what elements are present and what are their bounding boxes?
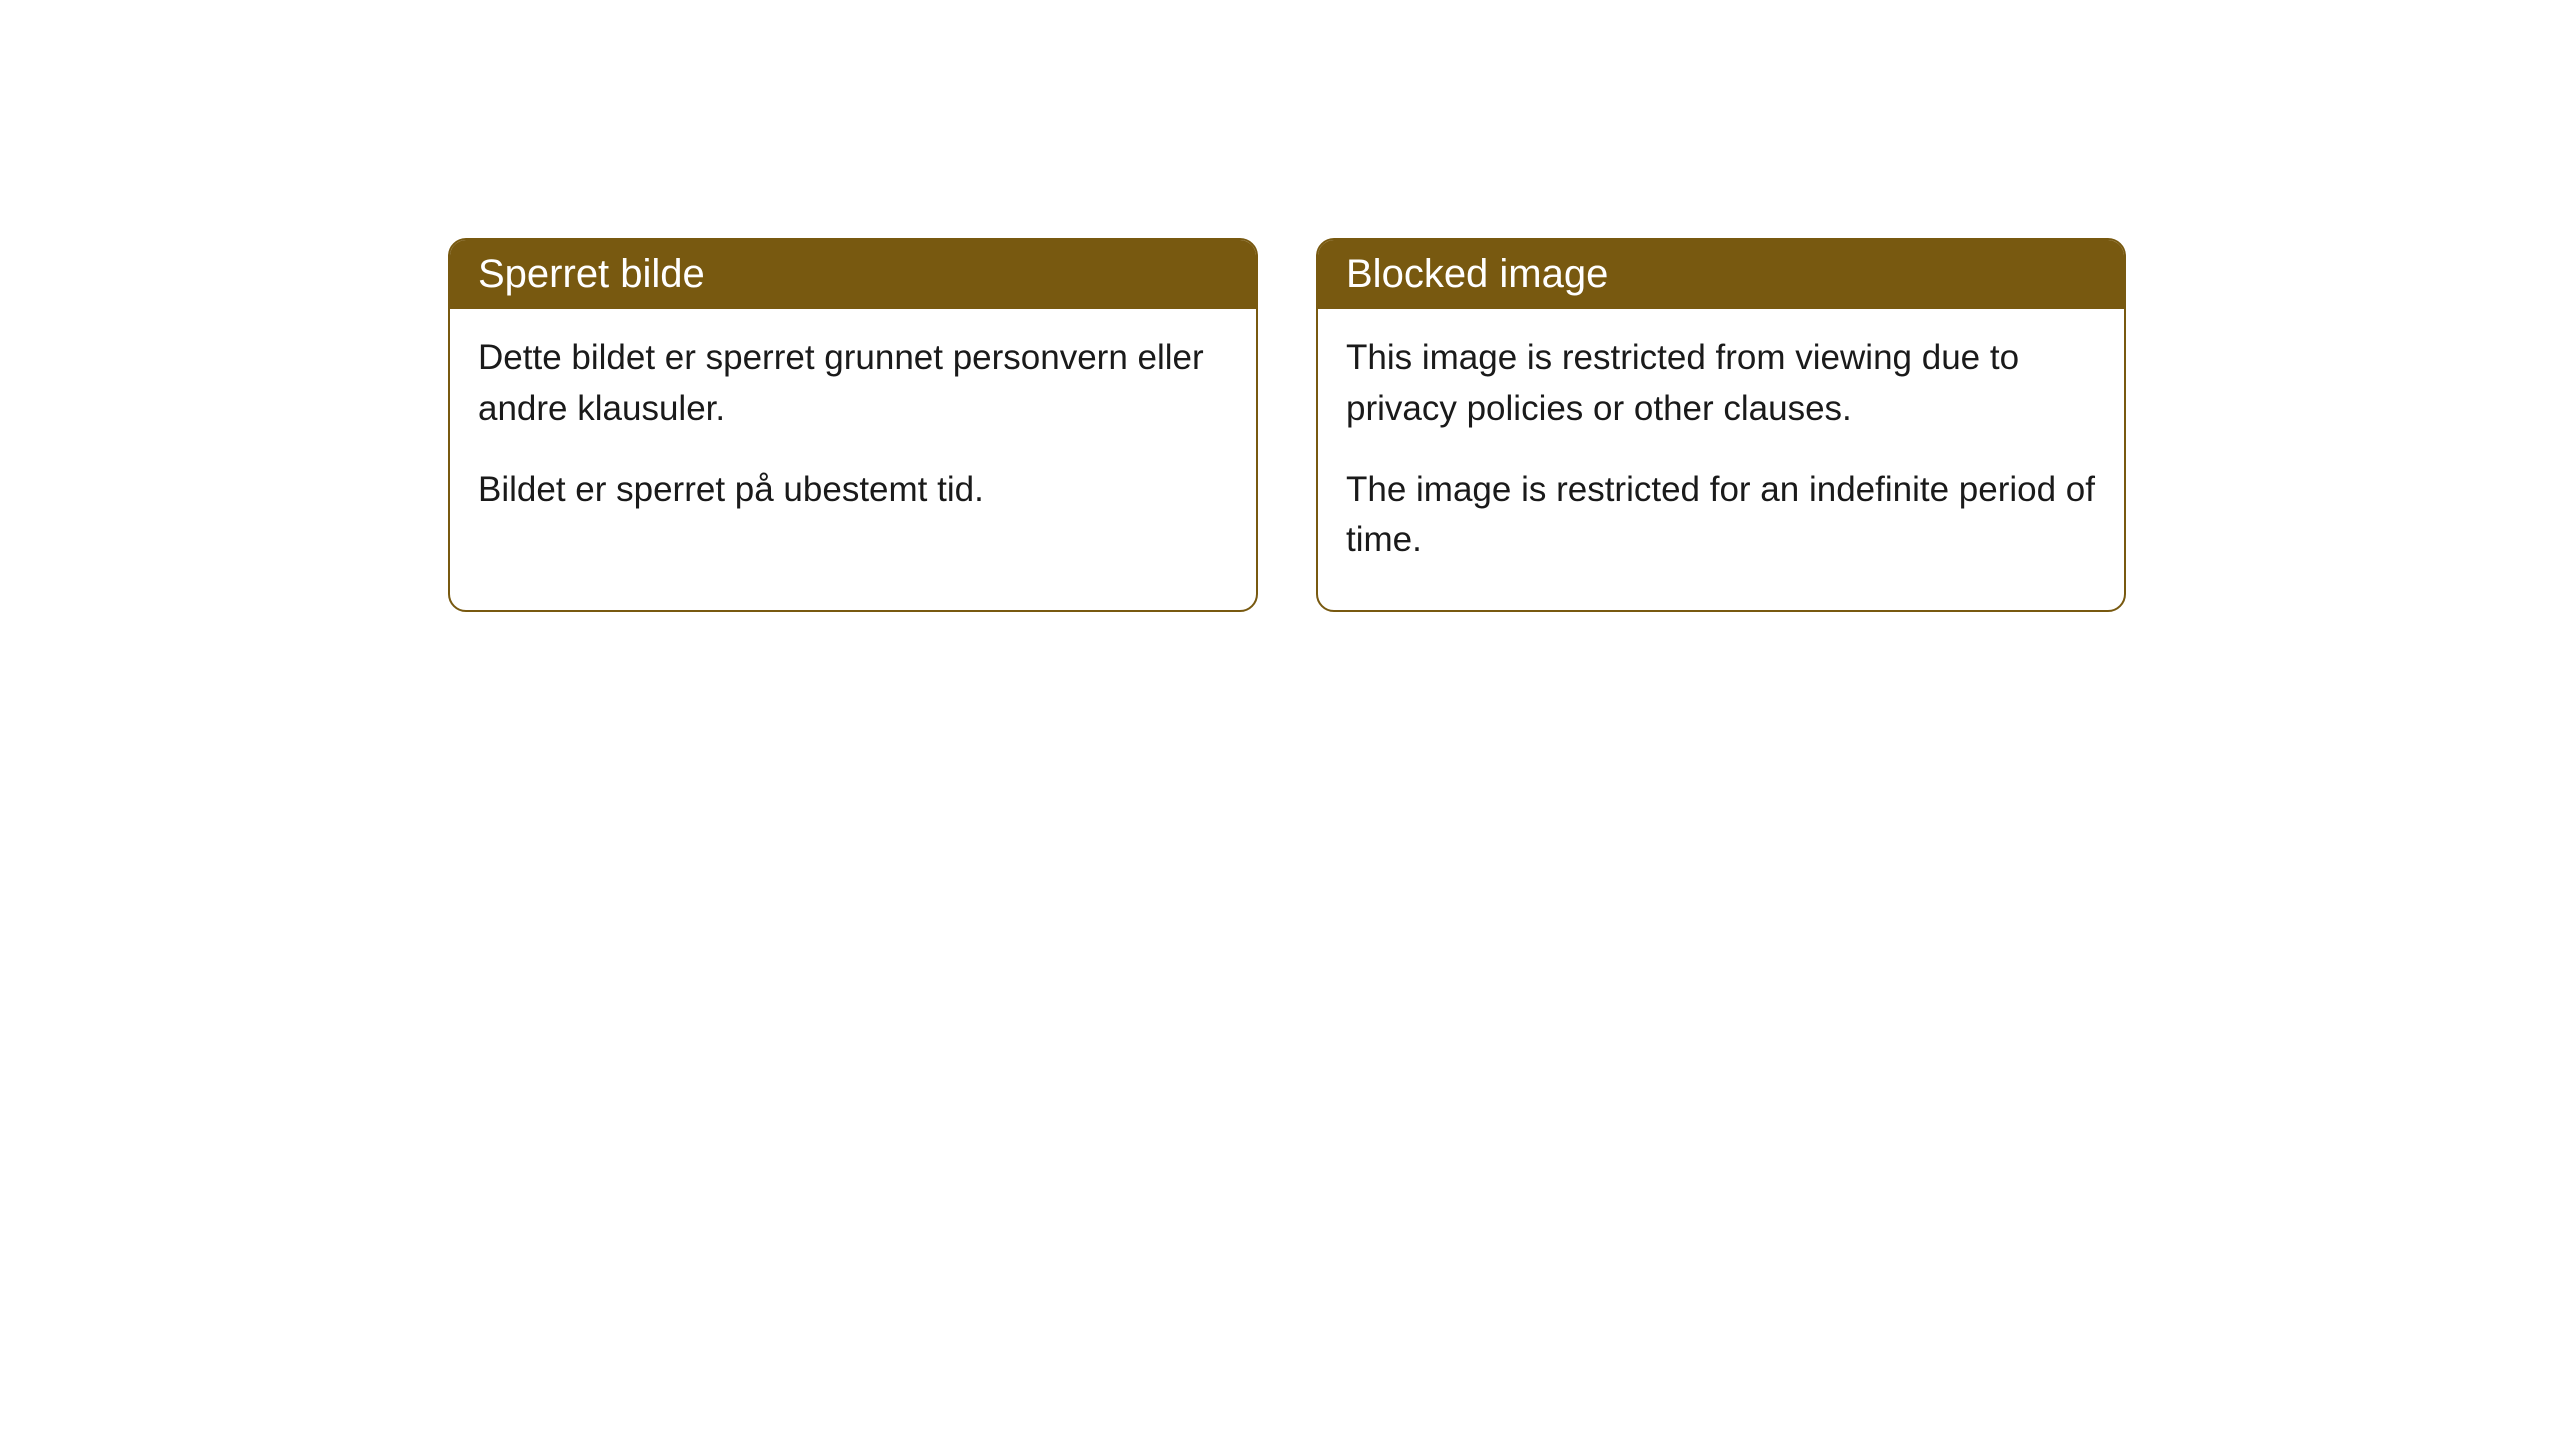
card-paragraph-2: Bildet er sperret på ubestemt tid. (478, 465, 1228, 516)
notice-container: Sperret bilde Dette bildet er sperret gr… (448, 238, 2126, 612)
card-paragraph-1: Dette bildet er sperret grunnet personve… (478, 333, 1228, 435)
card-title: Blocked image (1346, 252, 1608, 296)
blocked-image-card-norwegian: Sperret bilde Dette bildet er sperret gr… (448, 238, 1258, 612)
card-paragraph-1: This image is restricted from viewing du… (1346, 333, 2096, 435)
blocked-image-card-english: Blocked image This image is restricted f… (1316, 238, 2126, 612)
card-header: Blocked image (1318, 240, 2124, 309)
card-body: Dette bildet er sperret grunnet personve… (450, 309, 1256, 559)
card-title: Sperret bilde (478, 252, 705, 296)
card-header: Sperret bilde (450, 240, 1256, 309)
card-paragraph-2: The image is restricted for an indefinit… (1346, 465, 2096, 567)
card-body: This image is restricted from viewing du… (1318, 309, 2124, 610)
